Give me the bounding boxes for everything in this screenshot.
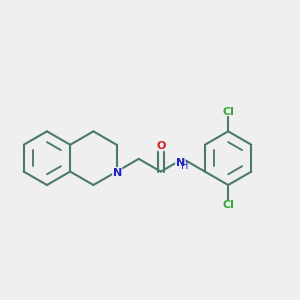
Text: H: H: [182, 161, 189, 171]
Text: N: N: [176, 158, 185, 168]
Text: N: N: [113, 168, 122, 178]
Text: O: O: [156, 141, 166, 151]
Text: Cl: Cl: [222, 107, 234, 117]
Text: Cl: Cl: [222, 200, 234, 210]
